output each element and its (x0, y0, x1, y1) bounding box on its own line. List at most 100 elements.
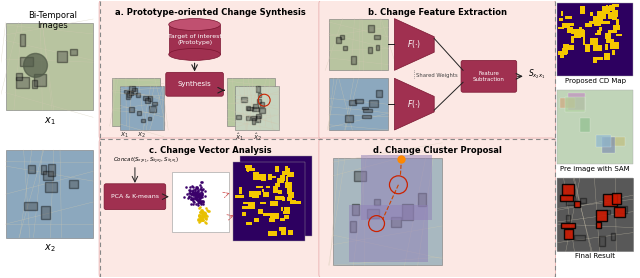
FancyBboxPatch shape (606, 210, 610, 215)
Point (193, 202, 204, 207)
Point (185, 191, 195, 195)
Point (194, 217, 204, 222)
FancyBboxPatch shape (127, 91, 131, 97)
FancyBboxPatch shape (246, 222, 252, 225)
FancyBboxPatch shape (278, 190, 282, 194)
FancyBboxPatch shape (584, 23, 592, 27)
Point (194, 220, 204, 225)
Point (191, 193, 201, 197)
Point (197, 214, 207, 219)
Point (193, 188, 204, 193)
Point (195, 206, 205, 210)
FancyBboxPatch shape (603, 194, 617, 206)
FancyBboxPatch shape (243, 202, 251, 204)
FancyBboxPatch shape (568, 46, 573, 50)
FancyBboxPatch shape (604, 137, 625, 146)
FancyBboxPatch shape (605, 44, 608, 50)
FancyBboxPatch shape (329, 19, 388, 70)
Point (192, 185, 202, 190)
FancyBboxPatch shape (282, 172, 286, 175)
FancyBboxPatch shape (558, 51, 568, 55)
FancyBboxPatch shape (602, 137, 614, 153)
FancyBboxPatch shape (557, 178, 633, 251)
Point (196, 193, 207, 197)
FancyBboxPatch shape (612, 10, 618, 17)
Point (184, 194, 195, 199)
Point (191, 185, 201, 189)
FancyBboxPatch shape (252, 118, 255, 124)
FancyBboxPatch shape (268, 231, 276, 236)
Point (200, 206, 211, 211)
Point (196, 218, 206, 222)
FancyBboxPatch shape (575, 200, 580, 207)
Point (188, 197, 198, 201)
Point (185, 187, 195, 192)
FancyBboxPatch shape (561, 223, 575, 228)
FancyBboxPatch shape (593, 58, 597, 63)
FancyBboxPatch shape (355, 99, 363, 103)
Point (200, 216, 211, 220)
FancyBboxPatch shape (236, 115, 241, 118)
Point (194, 213, 204, 217)
Point (194, 194, 204, 198)
Point (190, 190, 200, 195)
FancyBboxPatch shape (589, 21, 597, 24)
FancyBboxPatch shape (256, 86, 260, 92)
Point (198, 218, 208, 223)
FancyBboxPatch shape (285, 168, 291, 175)
Point (188, 195, 198, 200)
FancyBboxPatch shape (260, 202, 266, 204)
Point (195, 199, 205, 203)
FancyBboxPatch shape (596, 11, 606, 19)
FancyBboxPatch shape (270, 201, 278, 206)
Point (193, 218, 203, 222)
Point (187, 197, 197, 201)
FancyBboxPatch shape (266, 186, 270, 188)
FancyBboxPatch shape (281, 229, 285, 235)
Point (197, 195, 207, 199)
Point (190, 190, 200, 195)
Text: $x_1$: $x_1$ (120, 131, 129, 140)
Point (196, 213, 207, 217)
Point (198, 211, 209, 215)
FancyBboxPatch shape (362, 106, 367, 110)
Text: $x_1$: $x_1$ (44, 115, 55, 127)
FancyBboxPatch shape (268, 174, 271, 180)
FancyBboxPatch shape (611, 42, 619, 49)
FancyBboxPatch shape (246, 166, 250, 172)
Point (189, 200, 200, 204)
FancyBboxPatch shape (256, 114, 261, 118)
FancyBboxPatch shape (227, 78, 275, 126)
Point (202, 214, 212, 218)
FancyBboxPatch shape (596, 135, 611, 147)
Point (201, 216, 211, 221)
FancyBboxPatch shape (608, 30, 617, 33)
Point (196, 185, 206, 190)
Text: c. Change Vector Analysis: c. Change Vector Analysis (149, 146, 272, 155)
FancyBboxPatch shape (248, 202, 255, 208)
Point (195, 219, 205, 223)
Point (192, 195, 202, 199)
Text: Shared Weights: Shared Weights (416, 73, 458, 78)
FancyBboxPatch shape (593, 45, 602, 51)
Point (189, 187, 200, 192)
Point (188, 190, 198, 195)
Point (195, 215, 205, 219)
Point (195, 195, 205, 200)
FancyBboxPatch shape (258, 93, 261, 97)
FancyBboxPatch shape (284, 215, 289, 219)
Point (185, 184, 195, 189)
Point (194, 200, 204, 204)
FancyBboxPatch shape (24, 202, 37, 210)
FancyBboxPatch shape (599, 27, 602, 31)
Point (195, 195, 205, 199)
FancyBboxPatch shape (349, 221, 355, 232)
Point (193, 197, 204, 202)
FancyBboxPatch shape (569, 23, 574, 26)
Point (196, 208, 207, 213)
Point (186, 195, 196, 200)
FancyBboxPatch shape (557, 3, 633, 76)
Point (194, 192, 204, 197)
FancyBboxPatch shape (112, 78, 160, 126)
Point (200, 211, 211, 215)
